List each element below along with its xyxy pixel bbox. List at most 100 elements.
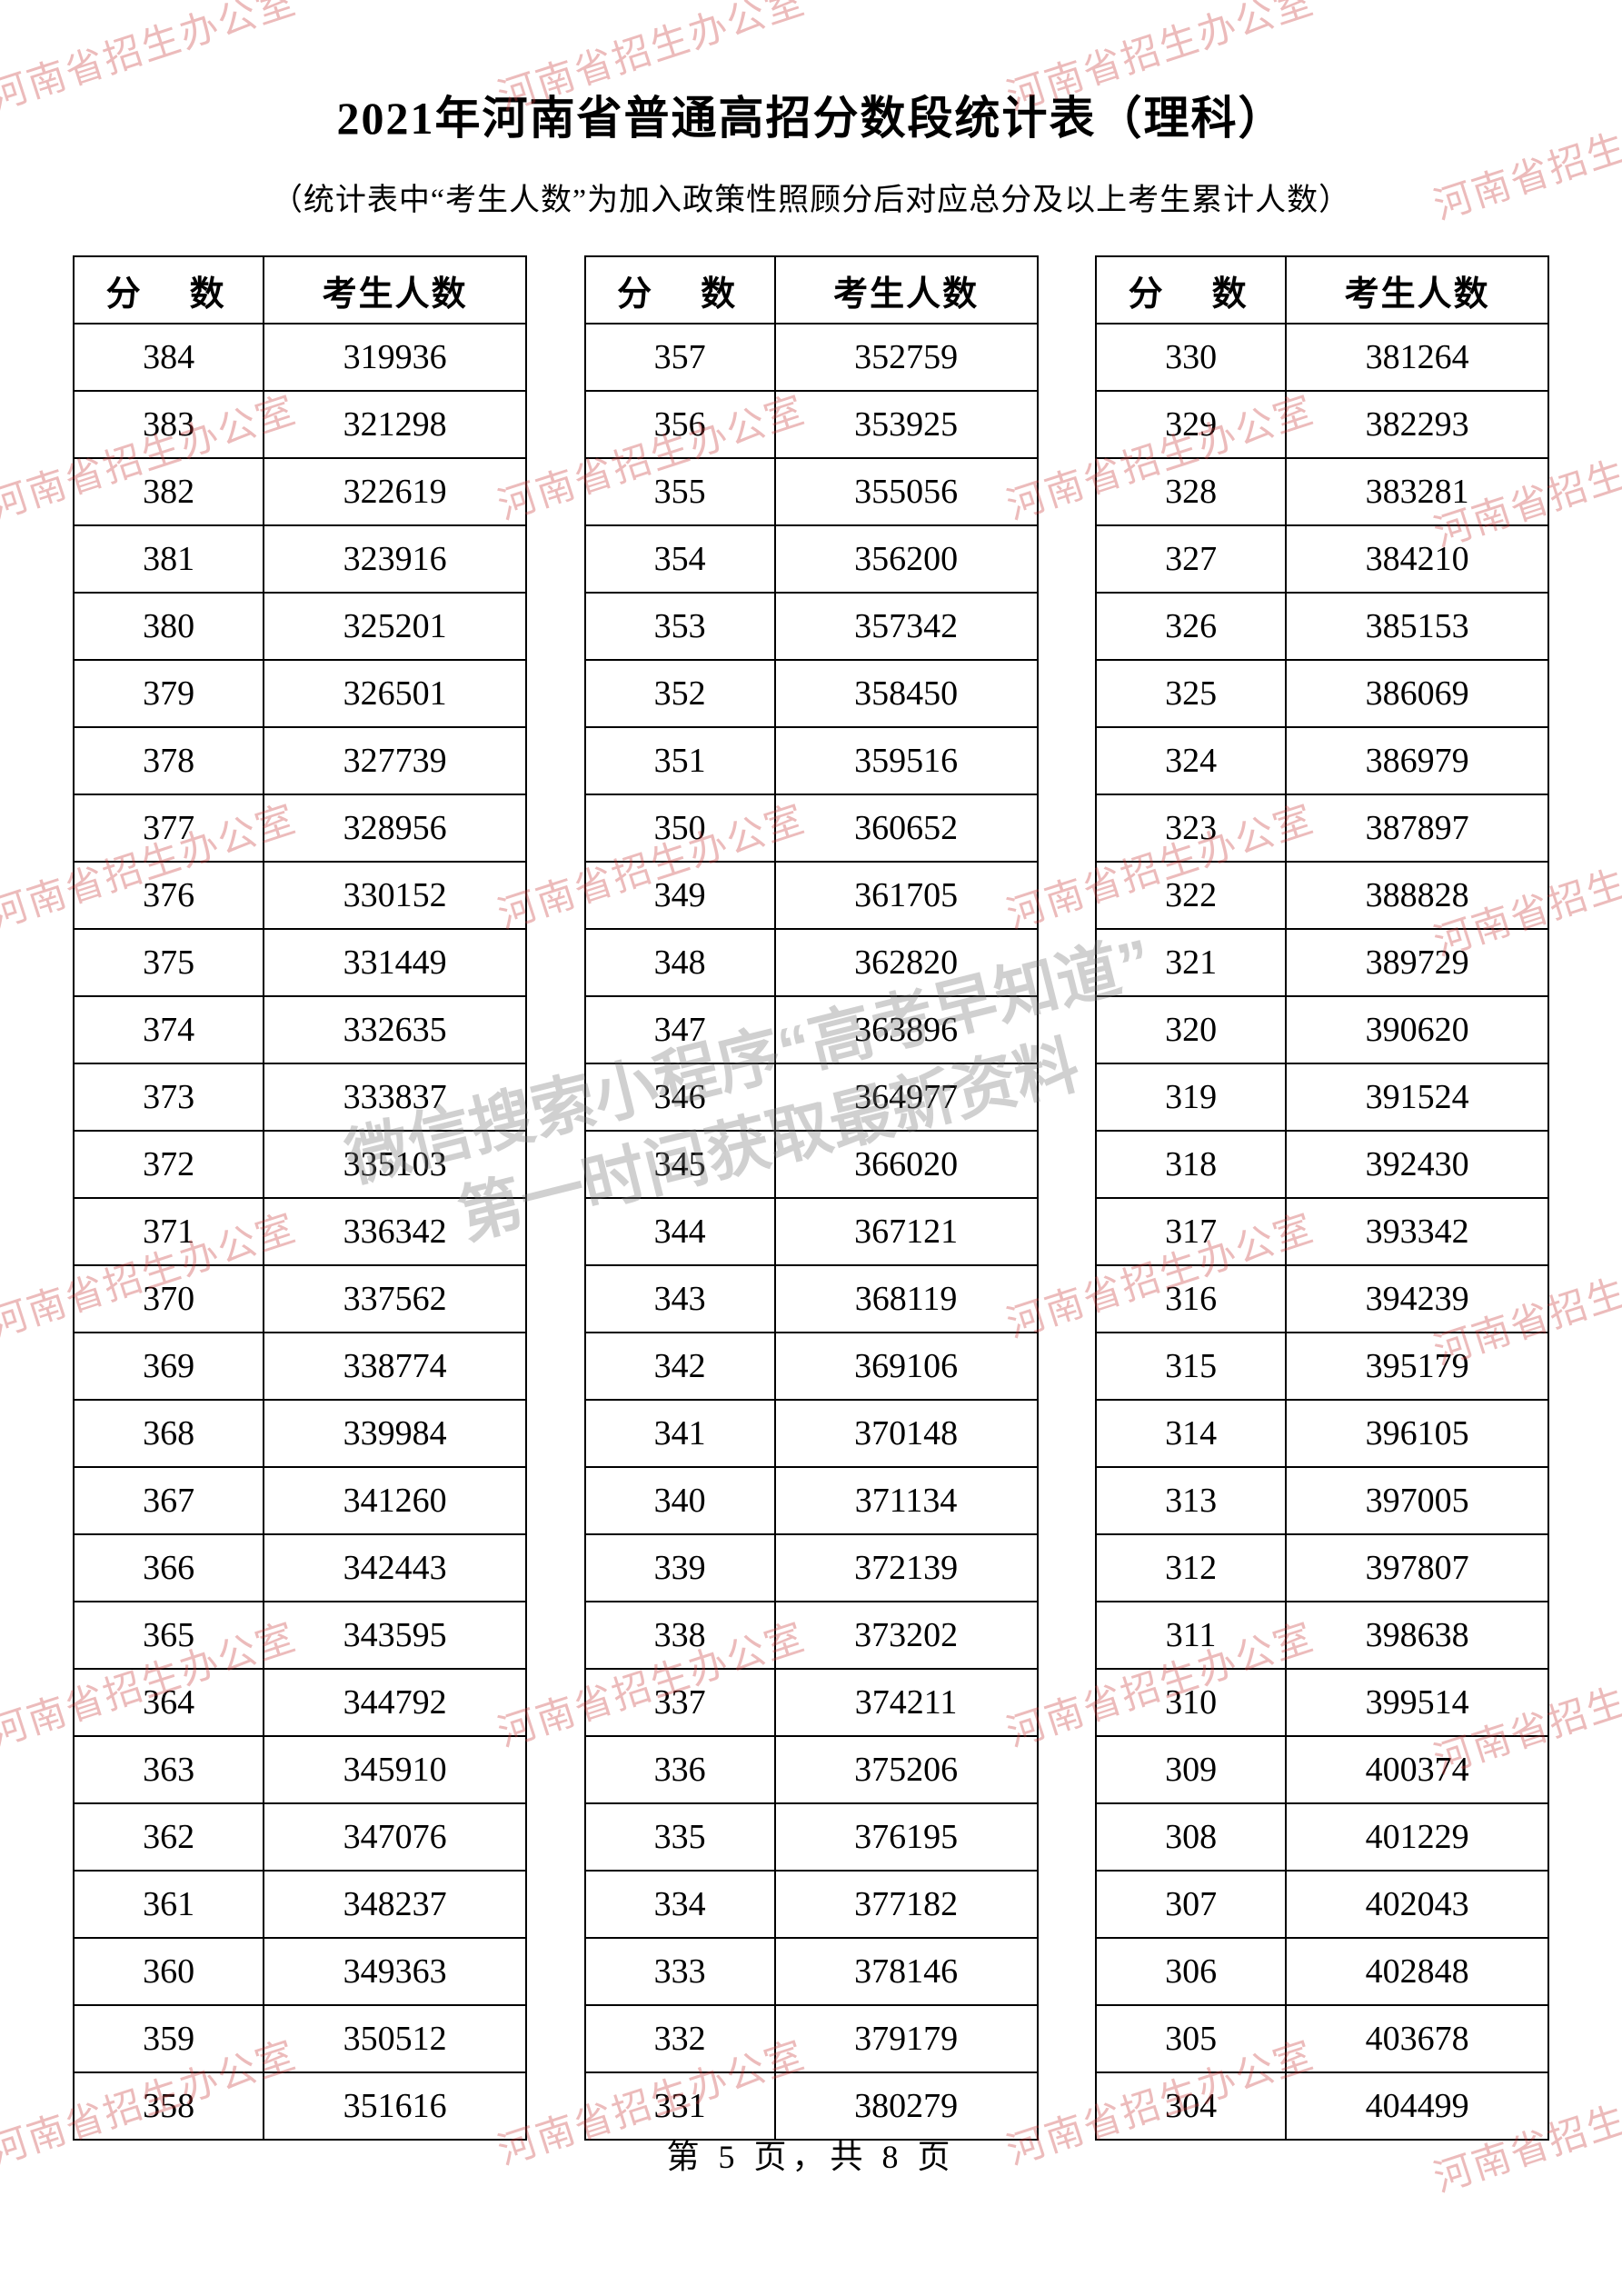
table-row: 315395179 (1096, 1333, 1548, 1400)
table-row: 329382293 (1096, 391, 1548, 458)
score-cell: 380 (74, 593, 264, 660)
table-row: 366342443 (74, 1534, 526, 1602)
score-cell: 334 (585, 1871, 775, 1938)
score-cell: 372 (74, 1131, 264, 1198)
score-table-1: 分 数 考生人数 3843199363833212983823226193813… (73, 255, 527, 2141)
score-cell: 355 (585, 458, 775, 525)
count-cell: 352759 (775, 324, 1038, 391)
table-row: 305403678 (1096, 2005, 1548, 2072)
score-cell: 354 (585, 525, 775, 593)
score-cell: 368 (74, 1400, 264, 1467)
table-row: 335376195 (585, 1803, 1038, 1871)
count-cell: 335103 (264, 1131, 526, 1198)
score-cell: 328 (1096, 458, 1286, 525)
count-cell: 379179 (775, 2005, 1038, 2072)
table-row: 378327739 (74, 727, 526, 794)
score-table-2: 分 数 考生人数 3573527593563539253553550563543… (584, 255, 1039, 2141)
table-row: 377328956 (74, 794, 526, 862)
score-cell: 377 (74, 794, 264, 862)
table-row: 344367121 (585, 1198, 1038, 1265)
count-cell: 345910 (264, 1736, 526, 1803)
score-cell: 324 (1096, 727, 1286, 794)
table-row: 313397005 (1096, 1467, 1548, 1534)
score-cell: 367 (74, 1467, 264, 1534)
table-row: 368339984 (74, 1400, 526, 1467)
table-row: 314396105 (1096, 1400, 1548, 1467)
score-cell: 331 (585, 2072, 775, 2140)
count-cell: 372139 (775, 1534, 1038, 1602)
table-row: 319391524 (1096, 1063, 1548, 1131)
table-row: 379326501 (74, 660, 526, 727)
count-cell: 397005 (1286, 1467, 1548, 1534)
table-row: 365343595 (74, 1602, 526, 1669)
score-cell: 306 (1096, 1938, 1286, 2005)
score-cell: 341 (585, 1400, 775, 1467)
count-cell: 375206 (775, 1736, 1038, 1803)
count-cell: 387897 (1286, 794, 1548, 862)
score-cell: 357 (585, 324, 775, 391)
header-score: 分 数 (74, 256, 264, 324)
table-row: 321389729 (1096, 929, 1548, 996)
count-cell: 322619 (264, 458, 526, 525)
score-cell: 350 (585, 794, 775, 862)
score-cell: 304 (1096, 2072, 1286, 2140)
count-cell: 367121 (775, 1198, 1038, 1265)
score-cell: 345 (585, 1131, 775, 1198)
count-cell: 391524 (1286, 1063, 1548, 1131)
count-cell: 385153 (1286, 593, 1548, 660)
score-cell: 314 (1096, 1400, 1286, 1467)
score-cell: 358 (74, 2072, 264, 2140)
table-row: 304404499 (1096, 2072, 1548, 2140)
table-row: 361348237 (74, 1871, 526, 1938)
score-cell: 351 (585, 727, 775, 794)
score-cell: 371 (74, 1198, 264, 1265)
table-row: 355355056 (585, 458, 1038, 525)
table-row: 357352759 (585, 324, 1038, 391)
count-cell: 364977 (775, 1063, 1038, 1131)
table-row: 380325201 (74, 593, 526, 660)
count-cell: 390620 (1286, 996, 1548, 1063)
count-cell: 389729 (1286, 929, 1548, 996)
score-cell: 312 (1096, 1534, 1286, 1602)
table-row: 353357342 (585, 593, 1038, 660)
score-cell: 332 (585, 2005, 775, 2072)
count-cell: 323916 (264, 525, 526, 593)
table-row: 383321298 (74, 391, 526, 458)
score-cell: 366 (74, 1534, 264, 1602)
count-cell: 327739 (264, 727, 526, 794)
count-cell: 397807 (1286, 1534, 1548, 1602)
score-cell: 327 (1096, 525, 1286, 593)
score-cell: 338 (585, 1602, 775, 1669)
count-cell: 350512 (264, 2005, 526, 2072)
score-cell: 336 (585, 1736, 775, 1803)
table-row: 324386979 (1096, 727, 1548, 794)
page-subtitle: （统计表中“考生人数”为加入政策性照顾分后对应总分及以上考生累计人数） (73, 175, 1549, 219)
page-footer: 第 5 页，共 8 页 (0, 2131, 1622, 2178)
count-cell: 348237 (264, 1871, 526, 1938)
score-cell: 344 (585, 1198, 775, 1265)
count-cell: 401229 (1286, 1803, 1548, 1871)
score-cell: 384 (74, 324, 264, 391)
count-cell: 355056 (775, 458, 1038, 525)
score-cell: 315 (1096, 1333, 1286, 1400)
count-cell: 330152 (264, 862, 526, 929)
count-cell: 349363 (264, 1938, 526, 2005)
table-row: 333378146 (585, 1938, 1038, 2005)
table-row: 354356200 (585, 525, 1038, 593)
score-cell: 307 (1096, 1871, 1286, 1938)
table-header-row: 分 数 考生人数 (1096, 256, 1548, 324)
score-table-3: 分 数 考生人数 3303812643293822933283832813273… (1095, 255, 1549, 2141)
table-row: 373333837 (74, 1063, 526, 1131)
count-cell: 393342 (1286, 1198, 1548, 1265)
count-cell: 328956 (264, 794, 526, 862)
table-row: 346364977 (585, 1063, 1038, 1131)
score-cell: 359 (74, 2005, 264, 2072)
count-cell: 341260 (264, 1467, 526, 1534)
count-cell: 319936 (264, 324, 526, 391)
count-cell: 361705 (775, 862, 1038, 929)
count-cell: 383281 (1286, 458, 1548, 525)
count-cell: 344792 (264, 1669, 526, 1736)
score-cell: 342 (585, 1333, 775, 1400)
count-cell: 396105 (1286, 1400, 1548, 1467)
tables-container: 分 数 考生人数 3843199363833212983823226193813… (73, 255, 1549, 2141)
